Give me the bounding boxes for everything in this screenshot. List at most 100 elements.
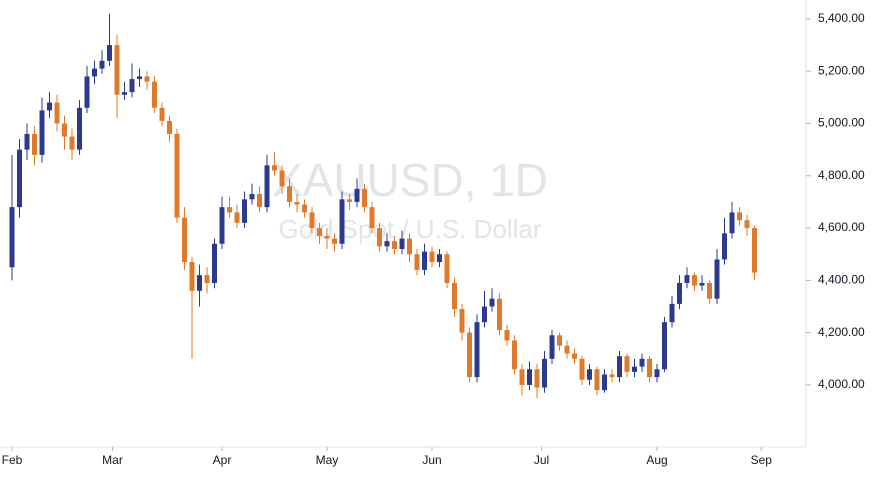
candle-body	[174, 133, 180, 218]
candle-body	[489, 298, 495, 307]
x-tick-label: Sep	[751, 453, 773, 467]
candle-body	[9, 207, 15, 268]
candle-body	[227, 207, 232, 213]
x-tick-label: Aug	[646, 453, 667, 467]
candle-body	[669, 303, 675, 323]
candle-body	[249, 194, 255, 200]
candle-body	[602, 374, 607, 391]
candle-body	[624, 356, 630, 372]
candle-body	[47, 102, 52, 111]
candle-body	[662, 322, 667, 370]
candle-body	[242, 199, 247, 223]
candle-body	[729, 212, 735, 234]
candle-body	[639, 358, 645, 367]
candle-body	[264, 165, 270, 208]
candle-body	[707, 282, 712, 299]
candle-body	[107, 45, 112, 61]
candle-body	[84, 76, 90, 108]
candle-body	[332, 238, 337, 244]
candle-body	[474, 322, 480, 378]
candle-body	[542, 358, 547, 388]
candle-body	[39, 110, 45, 155]
candle-body	[272, 165, 277, 171]
candle-body	[609, 374, 615, 378]
candle-body	[519, 369, 525, 385]
candle-body	[257, 194, 262, 208]
y-tick-label: 4,400.00	[818, 273, 865, 287]
candle-body	[699, 282, 705, 286]
candle-body	[309, 212, 315, 229]
x-tick-label: Apr	[213, 453, 232, 467]
x-tick-label: May	[316, 453, 339, 467]
candle-body	[504, 330, 510, 341]
candle-body	[287, 186, 292, 202]
candle-body	[182, 217, 187, 263]
candle-body	[99, 60, 105, 69]
candle-body	[452, 282, 457, 310]
candle-body	[159, 107, 165, 121]
candle-body	[54, 102, 60, 124]
y-tick-label: 4,600.00	[818, 220, 865, 234]
candle-body	[77, 107, 82, 150]
candle-body	[129, 79, 135, 93]
candle-body	[752, 228, 757, 273]
candle-body	[647, 358, 652, 378]
candle-body	[722, 233, 727, 260]
candle-body	[324, 235, 330, 239]
candle-body	[422, 251, 427, 270]
candle-body	[302, 204, 307, 213]
candle-body	[617, 356, 622, 378]
y-tick-label: 5,200.00	[818, 63, 865, 77]
candle-body	[744, 220, 750, 229]
candle-body	[587, 369, 592, 380]
candle-body	[714, 259, 720, 299]
candle-body	[482, 306, 487, 323]
candle-body	[369, 207, 375, 229]
candle-body	[677, 282, 682, 304]
candle-body	[92, 68, 97, 77]
x-tick-label: Feb	[2, 453, 23, 467]
candle-body	[204, 275, 210, 283]
y-tick-label: 4,200.00	[818, 325, 865, 339]
candle-body	[339, 199, 345, 244]
candle-body	[219, 207, 225, 244]
y-tick-label: 5,000.00	[818, 116, 865, 130]
x-tick-label: Mar	[102, 453, 123, 467]
candle-body	[632, 366, 637, 372]
candle-body	[137, 76, 142, 80]
y-tick-label: 5,400.00	[818, 11, 865, 25]
candle-body	[399, 238, 405, 249]
candle-body	[152, 81, 157, 108]
candle-body	[557, 335, 562, 346]
candle-body	[234, 212, 240, 223]
candle-body	[564, 345, 570, 354]
candle-body	[377, 228, 382, 247]
candle-body	[437, 254, 442, 263]
candle-body	[317, 228, 322, 236]
y-tick-label: 4,800.00	[818, 168, 865, 182]
candle-body	[579, 358, 585, 380]
candle-body	[62, 123, 67, 137]
candle-body	[347, 199, 352, 202]
candle-body	[189, 262, 195, 291]
candle-body	[654, 369, 660, 378]
candle-body	[384, 241, 390, 247]
candle-body	[24, 133, 30, 150]
candle-body	[167, 120, 172, 134]
candle-body	[594, 369, 600, 391]
candle-body	[512, 340, 517, 370]
y-tick-label: 4,000.00	[818, 377, 865, 391]
candle-body	[114, 45, 120, 95]
candle-body	[459, 309, 465, 333]
x-tick-label: Jul	[534, 453, 549, 467]
candle-body	[122, 92, 127, 95]
x-tick-label: Jun	[422, 453, 441, 467]
candle-body	[407, 238, 412, 255]
candle-body	[467, 332, 472, 378]
candle-body	[534, 369, 540, 388]
candle-body	[392, 241, 397, 249]
candle-body	[354, 188, 360, 202]
candle-body	[32, 133, 37, 155]
